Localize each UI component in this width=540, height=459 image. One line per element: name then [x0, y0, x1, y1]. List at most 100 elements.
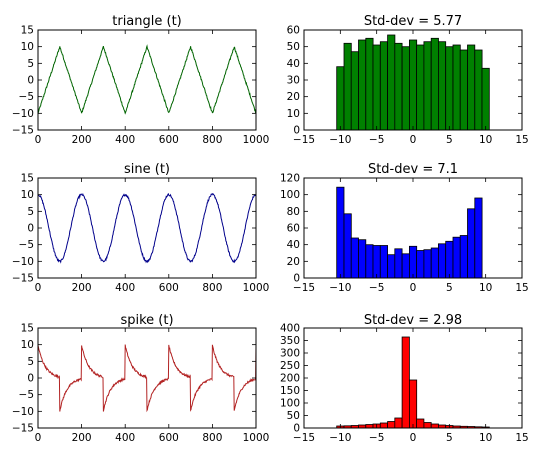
x-tick-label: 1000 [243, 134, 270, 146]
axis-ticks: −15 −10 −5 0 5 10 15 120 100 80 60 40 20 0 [280, 173, 529, 295]
histogram-bar [467, 44, 476, 131]
y-tick-label: 5 [27, 58, 34, 70]
histogram-bar [430, 423, 439, 429]
histogram-bar [430, 37, 439, 131]
subplot-sine: sine (t) 0 200 400 600 800 1000 15 10 5 0 −5 −10 −15 [12, 162, 270, 294]
histogram-bar [365, 37, 374, 131]
histogram-bar [445, 46, 454, 131]
y-tick-label: −10 [12, 256, 34, 268]
y-tick-label: 15 [21, 323, 34, 335]
axis-ticks: 0 200 400 600 800 1000 15 10 5 0 −5 −10 −15 [12, 323, 270, 445]
y-tick-label: 0 [293, 423, 300, 435]
x-tick-label: 15 [515, 134, 528, 146]
y-tick-label: 10 [21, 189, 34, 201]
histogram-bar [430, 247, 439, 279]
axis-ticks: −15 −10 −5 0 5 10 15 60 50 40 30 20 10 0 [287, 25, 529, 147]
bar-marks [336, 34, 490, 131]
y-tick-label: 20 [287, 256, 300, 268]
y-tick-label: 300 [280, 348, 300, 360]
x-tick-label: 5 [446, 134, 453, 146]
chart-title: spike (t) [120, 313, 173, 328]
histogram-bar [365, 424, 374, 429]
y-tick-label: 120 [280, 173, 300, 185]
y-tick-label: 400 [280, 323, 300, 335]
y-tick-label: −10 [12, 108, 34, 120]
histogram-bar [343, 213, 352, 279]
y-tick-label: 40 [287, 58, 300, 70]
x-tick-label: −5 [369, 134, 384, 146]
y-tick-label: 250 [280, 360, 300, 372]
histogram-bar [437, 41, 447, 131]
y-tick-label: 10 [21, 339, 34, 351]
x-tick-label: −10 [329, 432, 351, 444]
histogram-bar [336, 186, 345, 279]
y-tick-label: 100 [280, 398, 300, 410]
y-tick-label: −5 [19, 389, 34, 401]
histogram-bar [408, 379, 418, 429]
chart-title: Std-dev = 2.98 [364, 313, 462, 328]
x-tick-label: −15 [293, 282, 315, 294]
histogram-bar [358, 239, 367, 279]
histogram-bar [350, 237, 359, 279]
histogram-bar [408, 39, 418, 131]
y-tick-label: −15 [12, 423, 34, 435]
series-line [37, 192, 257, 264]
subplot-spike: spike (t) 0 200 400 600 800 1000 15 10 5 0 −5 −10 −1… [12, 313, 270, 444]
histogram-bar [387, 254, 396, 279]
histogram-bar [372, 245, 381, 279]
bar-marks [336, 186, 483, 279]
chart-title: Std-dev = 5.77 [364, 14, 462, 29]
y-tick-label: 5 [27, 356, 34, 368]
y-tick-label: 350 [280, 335, 300, 347]
histogram-bar [379, 41, 388, 131]
y-tick-label: 15 [21, 25, 34, 37]
y-tick-label: 100 [280, 189, 300, 201]
histogram-bar [481, 67, 490, 131]
y-tick-label: 40 [287, 239, 300, 251]
histogram-bar [387, 421, 396, 429]
x-tick-label: −10 [329, 134, 351, 146]
histogram-bar [437, 243, 447, 279]
x-tick-label: −5 [369, 282, 384, 294]
chart-title: Std-dev = 7.1 [368, 162, 458, 177]
x-tick-label: 600 [159, 134, 179, 146]
y-tick-label: 0 [27, 373, 34, 385]
x-tick-label: 10 [479, 282, 492, 294]
y-tick-label: 0 [27, 223, 34, 235]
histogram-bar [394, 248, 403, 279]
bar-marks [336, 336, 490, 429]
x-tick-label: 400 [115, 134, 135, 146]
histogram-bar [401, 253, 410, 279]
y-tick-label: −10 [12, 406, 34, 418]
x-tick-label: −5 [369, 432, 384, 444]
y-tick-label: 0 [293, 273, 300, 285]
y-tick-label: 60 [287, 223, 300, 235]
x-tick-label: 800 [202, 432, 222, 444]
x-tick-label: 1000 [243, 282, 270, 294]
subplot-triangle: triangle (t) 0 200 400 600 800 1000 15 10 5 0 −5 −1… [12, 14, 270, 146]
y-tick-label: 60 [287, 25, 300, 37]
x-tick-label: 5 [446, 432, 453, 444]
y-tick-label: −15 [12, 273, 34, 285]
y-tick-label: 10 [21, 41, 34, 53]
histogram-bar [474, 197, 483, 279]
y-tick-label: 150 [280, 385, 300, 397]
y-tick-label: 80 [287, 206, 300, 218]
series-line [37, 44, 257, 115]
histogram-bar [452, 236, 461, 279]
x-tick-label: 10 [479, 432, 492, 444]
histogram-bar [416, 418, 425, 429]
x-tick-label: 15 [515, 282, 528, 294]
histogram-bar [467, 208, 476, 279]
x-tick-label: −15 [293, 432, 315, 444]
histogram-bar [379, 422, 388, 429]
subplot-hist-triangle: Std-dev = 5.77 −15 −10 −5 0 5 10 15 60 50 40 30 20 1… [287, 14, 529, 146]
y-tick-label: 0 [27, 75, 34, 87]
histogram-bar [394, 42, 403, 131]
y-tick-label: 15 [21, 173, 34, 185]
x-tick-label: 400 [115, 282, 135, 294]
histogram-bar [423, 249, 432, 279]
y-tick-label: 50 [287, 41, 300, 53]
